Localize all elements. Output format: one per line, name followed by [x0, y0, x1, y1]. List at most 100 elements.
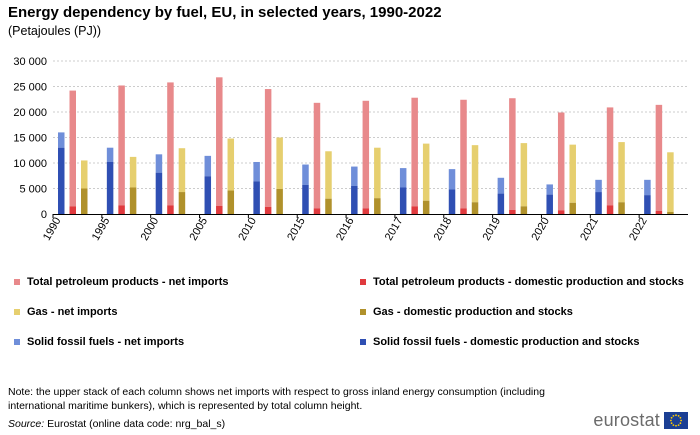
bar-gas-domestic-2021	[618, 202, 625, 214]
bar-gas-domestic-2016	[374, 198, 381, 214]
legend-label: Total petroleum products - net imports	[27, 276, 229, 288]
bar-gas-imports-2019	[520, 143, 528, 207]
source-text: Eurostat (online data code: nrg_bal_s)	[44, 418, 226, 430]
bar-solid-imports-2000	[155, 154, 163, 173]
bar-petroleum-imports-2021	[606, 107, 614, 206]
bar-petroleum-imports-2018	[460, 99, 467, 209]
legend-swatch	[360, 309, 366, 315]
bar-gas-imports-1995	[129, 156, 137, 188]
legend-item-petroleum-domestic: Total petroleum products - domestic prod…	[360, 276, 684, 288]
x-tick-label: 2022	[627, 216, 650, 243]
bar-solid-domestic-2020	[546, 194, 553, 214]
bar-solid-imports-2019	[497, 177, 505, 194]
eurostat-logo: eurostat	[593, 410, 688, 431]
bar-gas-domestic-1990	[81, 188, 88, 214]
bar-petroleum-imports-1995	[118, 85, 125, 206]
bar-gas-domestic-2022	[667, 211, 674, 214]
bar-petroleum-domestic-2017	[411, 206, 418, 214]
gridlines	[53, 60, 688, 189]
bar-petroleum-imports-2020	[557, 112, 565, 211]
legend-label: Gas - net imports	[27, 306, 118, 318]
bar-solid-domestic-2019	[497, 193, 505, 214]
bar-petroleum-domestic-2020	[557, 210, 565, 214]
bar-solid-imports-1995	[106, 147, 114, 162]
bar-solid-imports-2005	[204, 155, 212, 177]
bar-gas-imports-2021	[618, 142, 625, 203]
x-tick-label: 2015	[285, 216, 308, 243]
legend-label: Solid fossil fuels - net imports	[27, 336, 185, 348]
bar-petroleum-imports-2019	[509, 98, 516, 210]
bar-gas-domestic-2019	[520, 206, 528, 214]
y-tick-label: 15 000	[13, 133, 47, 145]
bar-petroleum-imports-2017	[411, 97, 418, 207]
bar-solid-domestic-2010	[253, 181, 260, 214]
bar-gas-imports-2018	[471, 145, 479, 203]
logo-text: eurostat	[593, 410, 660, 430]
legend: Total petroleum products - net imports T…	[0, 276, 700, 356]
bar-solid-domestic-1995	[106, 161, 114, 214]
bar-petroleum-imports-1990	[69, 90, 76, 207]
bar-gas-imports-2005	[227, 138, 235, 191]
bar-gas-imports-2020	[569, 144, 576, 203]
x-tick-label: 2019	[481, 215, 504, 242]
bar-solid-domestic-2016	[351, 185, 358, 214]
bar-solid-domestic-2021	[595, 192, 602, 214]
bar-gas-domestic-2005	[227, 190, 235, 214]
bar-petroleum-domestic-2010	[264, 206, 272, 214]
bar-petroleum-domestic-2018	[460, 208, 467, 214]
bar-gas-imports-2016	[374, 147, 381, 199]
x-axis-tick-labels: 1990 1995 2000 2005 2010 2015 2016 2017 2018 2019…	[41, 214, 650, 243]
bar-solid-imports-2010	[253, 161, 260, 182]
legend-swatch	[14, 309, 20, 315]
bar-petroleum-imports-2016	[362, 100, 370, 209]
x-tick-label: 2010	[236, 216, 259, 243]
bar-gas-imports-2010	[276, 137, 283, 190]
legend-item-gas-domestic: Gas - domestic production and stocks	[360, 306, 573, 318]
bar-petroleum-domestic-2022	[655, 210, 663, 214]
source-line: Source: Eurostat (online data code: nrg_…	[8, 418, 225, 430]
bar-petroleum-imports-2015	[313, 102, 321, 209]
legend-swatch	[360, 279, 366, 285]
bar-petroleum-domestic-2016	[362, 208, 370, 214]
y-tick-label: 5 000	[19, 184, 47, 196]
bar-gas-domestic-1995	[129, 187, 137, 214]
y-tick-label: 30 000	[13, 56, 47, 68]
legend-item-gas-imports: Gas - net imports	[14, 306, 117, 318]
bar-gas-imports-2015	[325, 151, 332, 199]
bar-solid-domestic-1990	[58, 147, 65, 214]
y-tick-label: 10 000	[13, 158, 47, 170]
bar-solid-domestic-2018	[448, 189, 456, 214]
legend-label: Total petroleum products - domestic prod…	[373, 276, 684, 288]
legend-item-solid-imports: Solid fossil fuels - net imports	[14, 336, 184, 348]
bar-petroleum-domestic-2019	[509, 209, 516, 214]
bar-gas-domestic-2018	[471, 202, 479, 214]
y-axis-tick-labels: 0 5 000 10 000 15 000 20 000 25 000 30 000	[13, 56, 47, 221]
x-tick-label: 2018	[432, 216, 455, 243]
bar-gas-imports-2022	[667, 152, 674, 212]
bar-gas-domestic-2010	[276, 189, 283, 214]
chart-title: Energy dependency by fuel, EU, in select…	[8, 4, 442, 21]
bar-petroleum-imports-2022	[655, 104, 663, 211]
bar-solid-imports-2016	[351, 166, 358, 186]
chart-subtitle: (Petajoules (PJ))	[8, 24, 102, 38]
bar-solid-domestic-2022	[644, 195, 651, 214]
legend-label: Solid fossil fuels - domestic production…	[373, 336, 640, 348]
bar-solid-imports-2018	[448, 169, 456, 190]
y-tick-label: 20 000	[13, 107, 47, 119]
legend-item-solid-domestic: Solid fossil fuels - domestic production…	[360, 336, 639, 348]
eu-flag-icon	[664, 412, 688, 429]
bar-solid-imports-2015	[302, 164, 309, 185]
bar-gas-imports-2017	[422, 143, 430, 201]
source-label: Source:	[8, 418, 45, 430]
x-tick-label: 2005	[188, 216, 211, 243]
bar-solid-domestic-2017	[399, 187, 407, 214]
y-tick-label: 25 000	[13, 82, 47, 94]
bar-petroleum-domestic-1990	[69, 206, 76, 214]
chart-note: Note: the upper stack of each column sho…	[8, 386, 545, 412]
y-tick-label: 0	[41, 209, 47, 221]
bar-petroleum-domestic-2005	[216, 205, 223, 214]
x-tick-label: 2020	[529, 216, 552, 243]
energy-dependency-chart: 0 5 000 10 000 15 000 20 000 25 000 30 000 199…	[13, 56, 688, 243]
bar-solid-domestic-2005	[204, 176, 212, 214]
bar-gas-imports-2000	[178, 148, 186, 193]
